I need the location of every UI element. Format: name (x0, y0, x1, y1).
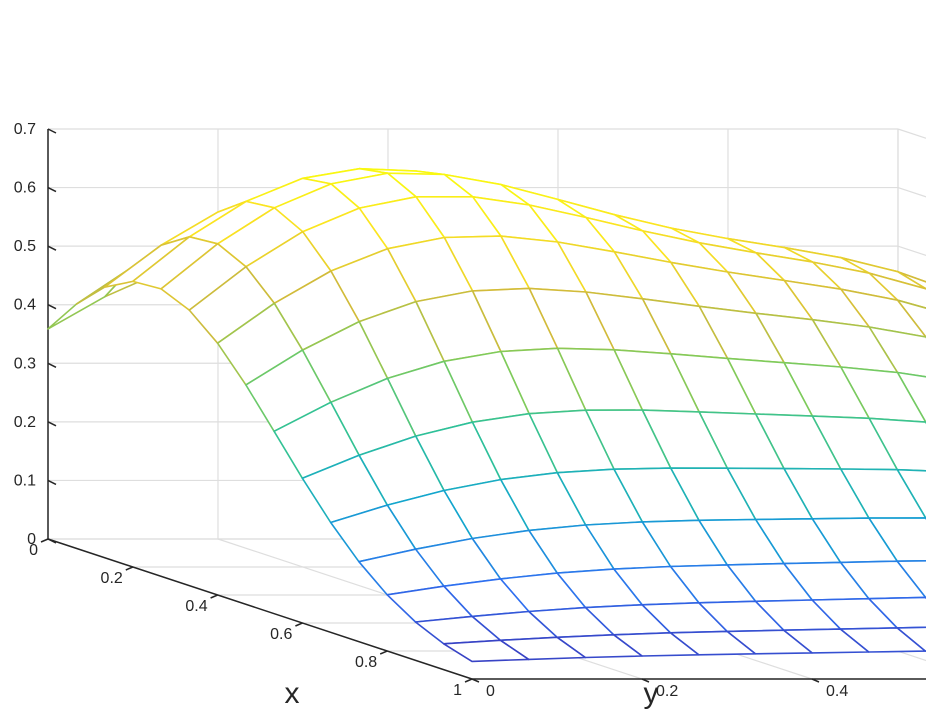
y-tick-mark (811, 678, 820, 683)
x-tick-mark (295, 622, 303, 627)
z-tick-label: 0 (27, 531, 36, 548)
z-tick-mark (47, 186, 57, 193)
z-tick-label: 0.2 (14, 414, 36, 431)
x-tick-mark (379, 650, 388, 655)
y-tick-label: 0 (486, 683, 495, 700)
axes-lines (40, 128, 926, 683)
z-tick-label: 0.6 (14, 180, 36, 197)
surface-mesh (47, 167, 926, 663)
mesh-cell (442, 639, 530, 663)
x-tick-label: 0.2 (101, 570, 123, 587)
x-tick-label: 0.4 (185, 598, 207, 615)
x-axis-line (47, 538, 473, 680)
x-tick-label: 0 (29, 542, 38, 559)
z-tick-mark (47, 245, 57, 251)
z-tick-label: 0.3 (14, 355, 36, 372)
z-tick-label: 0.5 (14, 238, 36, 255)
z-tick-mark (47, 421, 57, 427)
tick-labels: 00.20.40.60.8100.20.40.60.8100.10.20.30.… (14, 121, 849, 700)
z-tick-mark (47, 538, 57, 544)
z-tick-label: 0.7 (14, 121, 36, 138)
y-tick-label: 0.4 (826, 683, 848, 700)
x-tick-mark (40, 538, 49, 543)
z-tick-mark (47, 128, 57, 134)
x-tick-mark (125, 566, 134, 571)
x-tick-mark (210, 594, 218, 599)
x-tick-label: 0.8 (355, 654, 377, 671)
y-tick-mark (641, 678, 650, 683)
z-tick-mark (47, 362, 57, 368)
x-axis-title: x (285, 677, 300, 710)
z-tick-mark (47, 304, 57, 310)
y-axis-title: y (644, 677, 659, 710)
x-tick-label: 0.6 (270, 626, 292, 643)
x-tick-label: 1 (453, 682, 462, 699)
y-tick-label: 0.2 (656, 683, 678, 700)
x-tick-mark (464, 678, 473, 683)
y-tick-mark (471, 678, 480, 683)
z-tick-label: 0.1 (14, 472, 36, 489)
z-tick-mark (47, 479, 57, 486)
z-tick-label: 0.4 (14, 297, 36, 314)
